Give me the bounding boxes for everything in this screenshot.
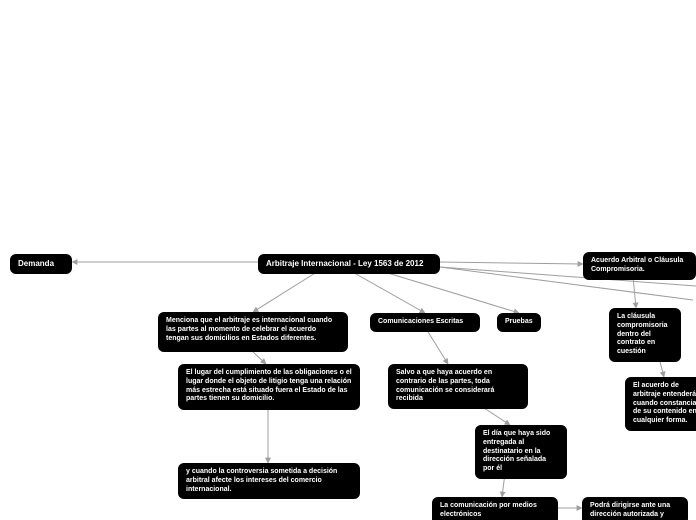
node-pruebas[interactable]: Pruebas [497, 313, 541, 332]
node-clausula[interactable]: La cláusula compromisoria dentro del con… [609, 308, 681, 362]
node-commedios[interactable]: La comunicación por medios electrónicos [432, 497, 558, 520]
node-ycuando[interactable]: y cuando la controversia sometida a deci… [178, 463, 360, 499]
node-acuerdoarb[interactable]: El acuerdo de arbitraje entenderá cuando… [625, 377, 696, 431]
node-comesc[interactable]: Comunicaciones Escritas [370, 313, 480, 332]
node-lugar[interactable]: El lugar del cumplimiento de las obligac… [178, 364, 360, 410]
node-dia[interactable]: El día que haya sido entregada al destin… [475, 425, 567, 479]
edge-11 [425, 327, 448, 364]
edge-9 [253, 352, 266, 364]
edge-7 [633, 276, 636, 308]
edge-1 [440, 262, 583, 264]
node-acuerdo[interactable]: Acuerdo Arbitral o Cláusula Compromisori… [583, 252, 696, 280]
edge-6 [378, 270, 519, 313]
node-demanda[interactable]: Demanda [10, 254, 72, 274]
edge-5 [349, 270, 425, 313]
node-root[interactable]: Arbitraje Internacional - Ley 1563 de 20… [258, 254, 440, 274]
node-menciona[interactable]: Menciona que el arbitraje es internacion… [158, 312, 348, 352]
node-salvo[interactable]: Salvo a que haya acuerdo en contrario de… [388, 364, 528, 409]
node-podra[interactable]: Podrá dirigirse ante una dirección autor… [582, 497, 688, 520]
edge-4 [253, 270, 320, 312]
